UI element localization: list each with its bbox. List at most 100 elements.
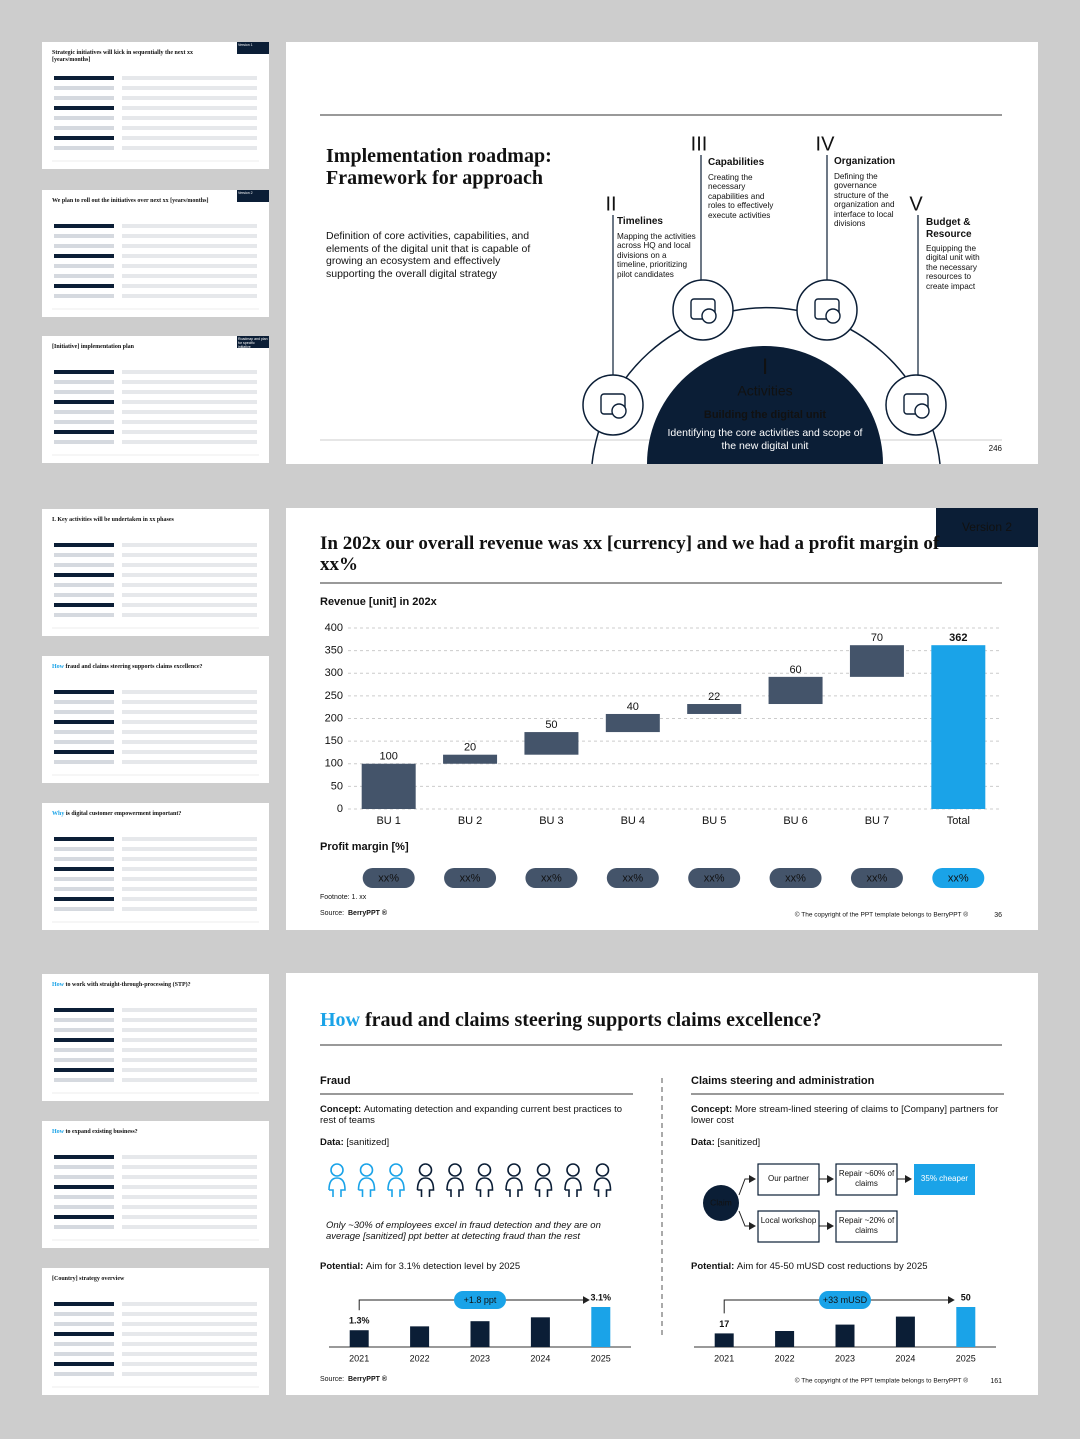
thumbnail-row	[54, 264, 114, 268]
thumbnail-row	[122, 907, 257, 911]
thumbnail-row	[122, 254, 257, 258]
thumbnail-row	[54, 1205, 114, 1209]
thumbnail-row	[122, 1342, 257, 1346]
x-tick-label: 2024	[530, 1353, 550, 1363]
thumbnail-row	[54, 1195, 114, 1199]
thumbnail-row	[54, 1185, 114, 1189]
bar	[895, 1316, 915, 1347]
y-tick-label: 250	[325, 690, 343, 702]
diagram-box	[835, 1210, 898, 1243]
data-note-part: Data:	[320, 1137, 347, 1148]
pillar-text: Mapping the activities across HQ and loc…	[617, 232, 697, 279]
thumbnail-row	[122, 390, 257, 394]
pillar-name: Organization	[834, 156, 916, 168]
thumbnail-row	[122, 1322, 257, 1326]
thumbnail-row	[54, 244, 114, 248]
thumbnail-row	[122, 1058, 257, 1062]
thumbnail-row	[54, 907, 114, 911]
concept-part: Automating detection and expanding curre…	[320, 1104, 623, 1127]
person-icon	[387, 1177, 405, 1197]
thumbnail-row	[122, 1155, 257, 1159]
pillar-text-part: Identifying the core activities and scop…	[667, 427, 863, 452]
thumbnail-row	[122, 410, 257, 414]
trend-arrow	[358, 1296, 590, 1311]
copyright: © The copyright of the PPT template belo…	[795, 1377, 968, 1385]
thumbnail-row	[122, 700, 257, 704]
data-label: 50	[545, 719, 557, 731]
icon-glyph	[825, 308, 841, 324]
pillar-numeral: I	[762, 354, 768, 379]
thumbnail-tag	[237, 336, 269, 348]
thumbnail-title: How to expand existing business?	[52, 1129, 257, 1136]
thumbnail-row	[122, 400, 257, 404]
diagram-box-text-part: Repair ~20% of claims	[838, 1216, 895, 1235]
diagram-box	[757, 1163, 820, 1196]
thumbnail-row	[122, 1008, 257, 1012]
thumbnail-row	[122, 740, 257, 744]
thumbnail-row	[54, 86, 114, 90]
thumbnail-row	[122, 380, 257, 384]
data-label: 362	[949, 632, 967, 644]
margin-pill-text: xx%	[785, 872, 806, 884]
thumbnail-title-part: Strategic initiatives will kick in seque…	[52, 50, 193, 64]
bar	[835, 1324, 855, 1347]
bar	[349, 1330, 369, 1347]
thumbnail-row	[122, 1215, 257, 1219]
thumbnail-row	[122, 1372, 257, 1376]
thumbnail-row	[54, 690, 114, 694]
concept-part: Concept:	[691, 1104, 735, 1115]
thumbnail-row	[54, 1078, 114, 1082]
data-label: 40	[627, 701, 639, 713]
thumbnail-row	[54, 410, 114, 414]
data-label: 70	[871, 632, 883, 644]
thumbnail-title-part: is digital customer empowerment importan…	[65, 811, 182, 817]
thumbnail-row	[122, 136, 257, 140]
thumbnail-row	[54, 1165, 114, 1169]
y-tick-label: 400	[325, 622, 343, 634]
person-icon	[564, 1177, 582, 1197]
thumbnail-row	[122, 1302, 257, 1306]
slide-title: In 202x our overall revenue was xx [curr…	[320, 533, 960, 576]
pillar-text: Identifying the core activities and scop…	[665, 427, 865, 452]
column-heading: Claims steering and administration	[691, 1075, 875, 1087]
icon-glyph	[914, 403, 930, 419]
thumbnail-row	[122, 264, 257, 268]
annotation: +33 mUSD	[823, 1295, 868, 1305]
thumbnail-row	[54, 126, 114, 130]
thumbnail-row	[54, 1372, 114, 1376]
slide-description-part: Definition of core activities, capabilit…	[326, 230, 531, 280]
claim-node-text: Claim	[710, 1197, 732, 1207]
thumbnail-row	[122, 573, 257, 577]
pillar-subtitle: Building the digital unit	[704, 409, 827, 421]
thumbnail-row	[54, 760, 114, 764]
thumbnail-tag-text: Roadmap and plan for specific initiative	[238, 337, 268, 350]
thumbnail-row	[54, 400, 114, 404]
thumbnail-row	[54, 1155, 114, 1159]
thumbnail-row	[54, 897, 114, 901]
waterfall-bar	[768, 676, 823, 705]
x-tick-label: 2021	[714, 1353, 734, 1363]
thumbnail-row	[54, 573, 114, 577]
person-icon	[593, 1177, 612, 1197]
pillar-name-part: Timelines	[617, 216, 663, 227]
potential-part: Potential:	[691, 1261, 737, 1272]
pillar-text-part: Defining the governance structure of the…	[834, 172, 895, 229]
copyright: © The copyright of the PPT template belo…	[795, 911, 968, 919]
thumbnail-row	[122, 96, 257, 100]
thumbnail-row	[54, 390, 114, 394]
x-tick-label: BU 1	[376, 815, 400, 827]
data-note-part: [sanitized]	[717, 1137, 761, 1148]
thumbnail-title-part: to expand existing business?	[65, 1129, 138, 1135]
margin-pill-text: xx%	[541, 872, 562, 884]
data-label: 17	[719, 1319, 729, 1329]
thumbnail-row	[122, 440, 257, 444]
margin-pill	[688, 868, 741, 888]
thumbnail-tag	[237, 190, 269, 202]
thumbnail-row	[54, 116, 114, 120]
data-label: 3.1%	[591, 1292, 612, 1302]
diagram-box-text: Repair ~60% of claims	[838, 1169, 895, 1188]
claim-node	[703, 1185, 739, 1221]
person-icon	[446, 1177, 464, 1197]
thumbnail-row	[54, 750, 114, 754]
thumbnail-row	[54, 1352, 114, 1356]
